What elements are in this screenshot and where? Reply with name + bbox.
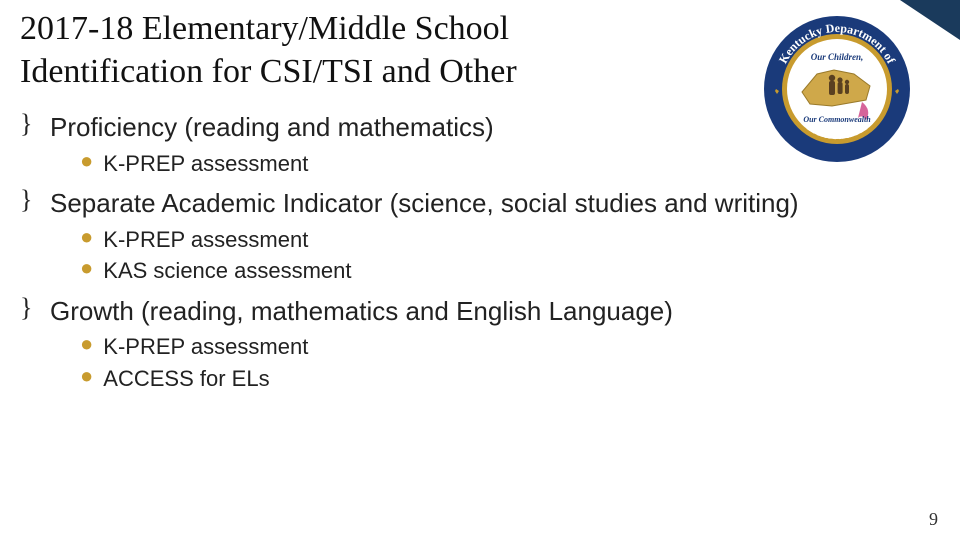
bullet-lvl1: } Separate Academic Indicator (science, …	[20, 187, 940, 220]
bullet-lvl2: ● ACCESS for ELs	[80, 365, 940, 393]
bullet-text: ACCESS for ELs	[103, 365, 269, 393]
bullet-text: K-PREP assessment	[103, 226, 308, 254]
page-number: 9	[929, 509, 938, 530]
dot-icon: ●	[80, 226, 93, 248]
dot-icon: ●	[80, 333, 93, 355]
seal-inner-top: Our Children,	[811, 52, 864, 62]
bullet-lvl2: ● K-PREP assessment	[80, 333, 940, 361]
bullet-lvl1: } Growth (reading, mathematics and Engli…	[20, 295, 940, 328]
bullet-text: K-PREP assessment	[103, 333, 308, 361]
bullet-text: KAS science assessment	[103, 257, 351, 285]
brace-icon: }	[20, 295, 40, 321]
bullet-text: Proficiency (reading and mathematics)	[50, 111, 494, 144]
dot-icon: ●	[80, 150, 93, 172]
slide: 2017-18 Elementary/Middle School Identif…	[0, 0, 960, 540]
bullet-text: Separate Academic Indicator (science, so…	[50, 187, 799, 220]
dot-icon: ●	[80, 257, 93, 279]
slide-title: 2017-18 Elementary/Middle School Identif…	[20, 8, 660, 93]
bullet-lvl2: ● KAS science assessment	[80, 257, 940, 285]
brace-icon: }	[20, 111, 40, 137]
brace-icon: }	[20, 187, 40, 213]
bullet-text: Growth (reading, mathematics and English…	[50, 295, 673, 328]
seal-inner-bottom: Our Commonwealth	[803, 115, 871, 124]
bullet-text: K-PREP assessment	[103, 150, 308, 178]
kde-seal-logo: Kentucky Department of Education Our Chi…	[762, 14, 912, 164]
dot-icon: ●	[80, 365, 93, 387]
bullet-lvl2: ● K-PREP assessment	[80, 226, 940, 254]
